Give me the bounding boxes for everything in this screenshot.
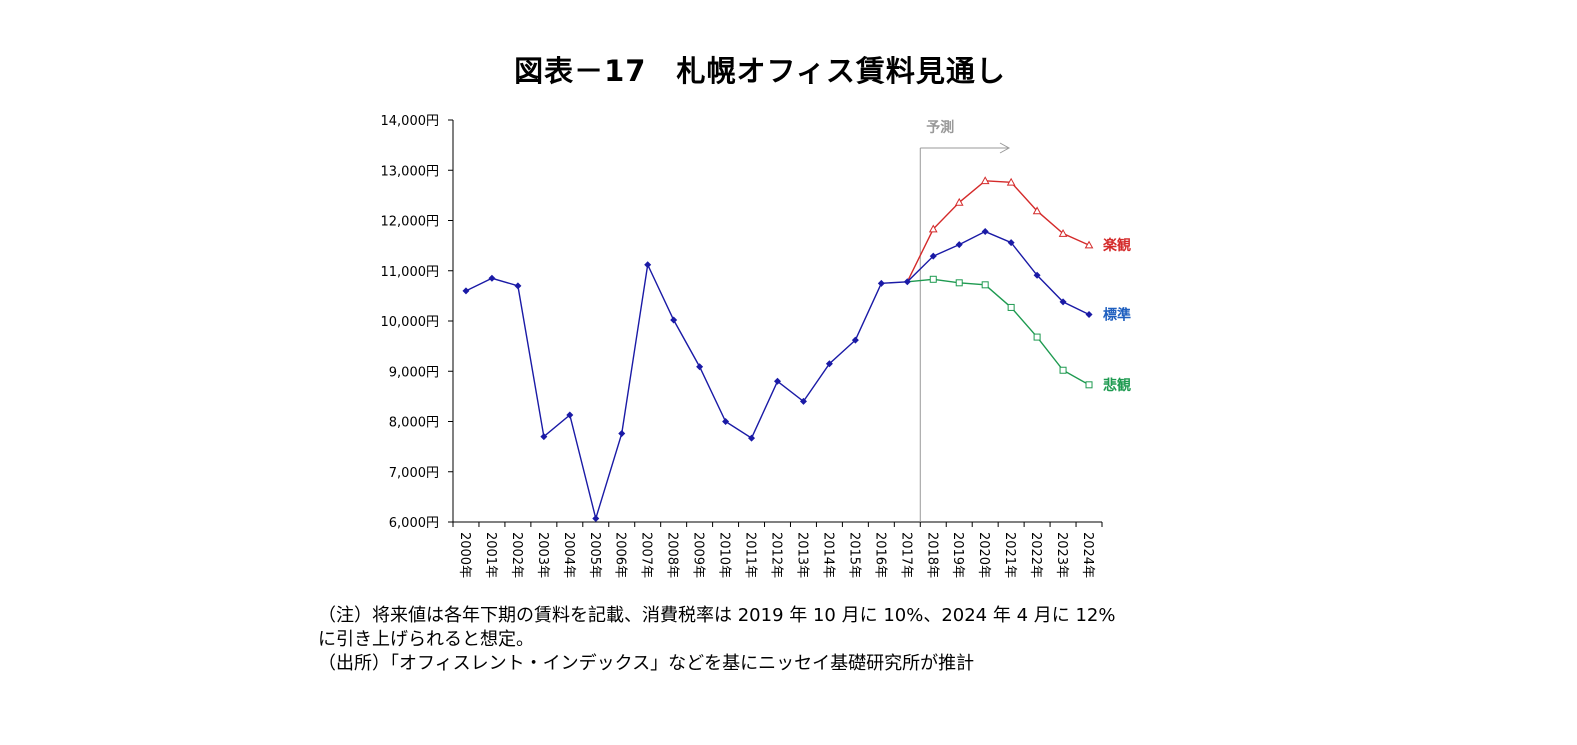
x-tick-label: 2019年 — [950, 532, 965, 578]
forecast-arrow-head — [999, 142, 1011, 154]
series-line — [906, 180, 1090, 283]
data-point — [1058, 229, 1068, 237]
x-tick-label: 2006年 — [613, 532, 628, 578]
x-tick-label: 2023年 — [1054, 532, 1069, 578]
series-line — [907, 278, 1090, 386]
x-tick-label: 2003年 — [535, 532, 550, 578]
data-point — [618, 430, 626, 438]
data-point — [799, 397, 807, 405]
data-point — [592, 514, 600, 522]
data-point — [1006, 177, 1016, 186]
data-point — [1033, 333, 1041, 341]
series-label: 楽観 — [1102, 237, 1131, 254]
y-tick-label: 9,000円 — [389, 365, 439, 380]
data-point — [955, 279, 963, 287]
series-label: 標準 — [1103, 306, 1131, 323]
x-tick-label: 2011年 — [743, 532, 758, 578]
data-point — [903, 278, 911, 286]
data-point — [774, 377, 781, 385]
data-point — [1085, 310, 1093, 318]
y-tick-label: 12,000円 — [381, 215, 440, 230]
x-tick-label: 2014年 — [820, 532, 835, 578]
notes: （注）将来値は各年下期の賃料を記載、消費税率は 2019 年 10 月に 10%… — [318, 604, 1115, 676]
x-tick-label: 2013年 — [794, 532, 809, 578]
x-tick-label: 2016年 — [872, 532, 887, 578]
y-tick-label: 11,000円 — [381, 265, 440, 280]
x-tick-label: 2024年 — [1080, 532, 1095, 578]
data-point — [1007, 239, 1015, 247]
data-point — [1007, 303, 1015, 311]
data-point — [722, 418, 730, 425]
data-point — [748, 434, 756, 442]
x-tick-label: 2015年 — [846, 532, 861, 578]
data-point — [981, 228, 989, 236]
data-point — [1033, 271, 1041, 279]
data-point — [1059, 366, 1067, 374]
x-tick-label: 2008年 — [665, 532, 680, 578]
x-tick-label: 2007年 — [639, 532, 654, 578]
data-point — [670, 316, 678, 324]
y-tick-label: 7,000円 — [389, 466, 439, 481]
data-point — [644, 261, 652, 269]
data-point — [851, 336, 859, 344]
data-point — [955, 241, 963, 249]
data-point — [566, 411, 574, 419]
data-point — [981, 281, 989, 289]
data-point — [1085, 381, 1093, 389]
x-tick-label: 2018年 — [924, 532, 939, 578]
x-tick-label: 2010年 — [717, 532, 732, 578]
series-line — [465, 230, 1090, 522]
x-tick-label: 2020年 — [976, 532, 991, 578]
x-tick-label: 2004年 — [561, 532, 576, 578]
data-point — [696, 363, 704, 371]
x-tick-label: 2000年 — [457, 532, 472, 578]
y-tick-label: 8,000円 — [389, 416, 439, 431]
y-tick-label: 10,000円 — [381, 315, 440, 330]
note-line-1: （注）将来値は各年下期の賃料を記載、消費税率は 2019 年 10 月に 10%… — [318, 605, 1116, 626]
data-point — [1084, 240, 1094, 249]
x-tick-label: 2017年 — [898, 532, 913, 578]
source-line: （出所）「オフィスレント・インデックス」などを基にニッセイ基礎研究所が推計 — [318, 653, 975, 674]
x-tick-label: 2001年 — [483, 532, 498, 578]
data-point — [540, 433, 548, 441]
note-line-2: に引き上げられると想定。 — [318, 629, 534, 650]
x-tick-label: 2022年 — [1028, 532, 1043, 578]
forecast-label: 予測 — [926, 119, 954, 136]
chart-title: 図表－17 札幌オフィス賃料見通し — [514, 54, 1006, 88]
data-point — [980, 176, 990, 185]
data-point — [928, 224, 938, 233]
x-tick-label: 2009年 — [691, 532, 706, 578]
series-悲観: 悲観 — [907, 275, 1131, 394]
data-point — [954, 197, 964, 206]
data-point — [929, 275, 937, 283]
x-tick-label: 2021年 — [1002, 532, 1017, 578]
series-楽観: 楽観 — [906, 176, 1131, 283]
data-point — [1059, 298, 1067, 306]
data-point — [488, 274, 496, 282]
y-tick-label: 6,000円 — [389, 516, 439, 531]
x-tick-label: 2012年 — [769, 532, 784, 578]
y-tick-label: 13,000円 — [381, 164, 440, 179]
data-point — [514, 282, 522, 290]
series-標準: 標準 — [462, 228, 1131, 522]
series-label: 悲観 — [1103, 377, 1131, 394]
data-point — [462, 287, 470, 295]
x-tick-label: 2002年 — [509, 532, 524, 578]
y-tick-label: 14,000円 — [381, 114, 440, 129]
data-point — [825, 360, 833, 368]
data-point — [1032, 206, 1042, 215]
x-tick-label: 2005年 — [587, 532, 602, 578]
data-point — [877, 279, 885, 287]
data-point — [929, 252, 937, 260]
